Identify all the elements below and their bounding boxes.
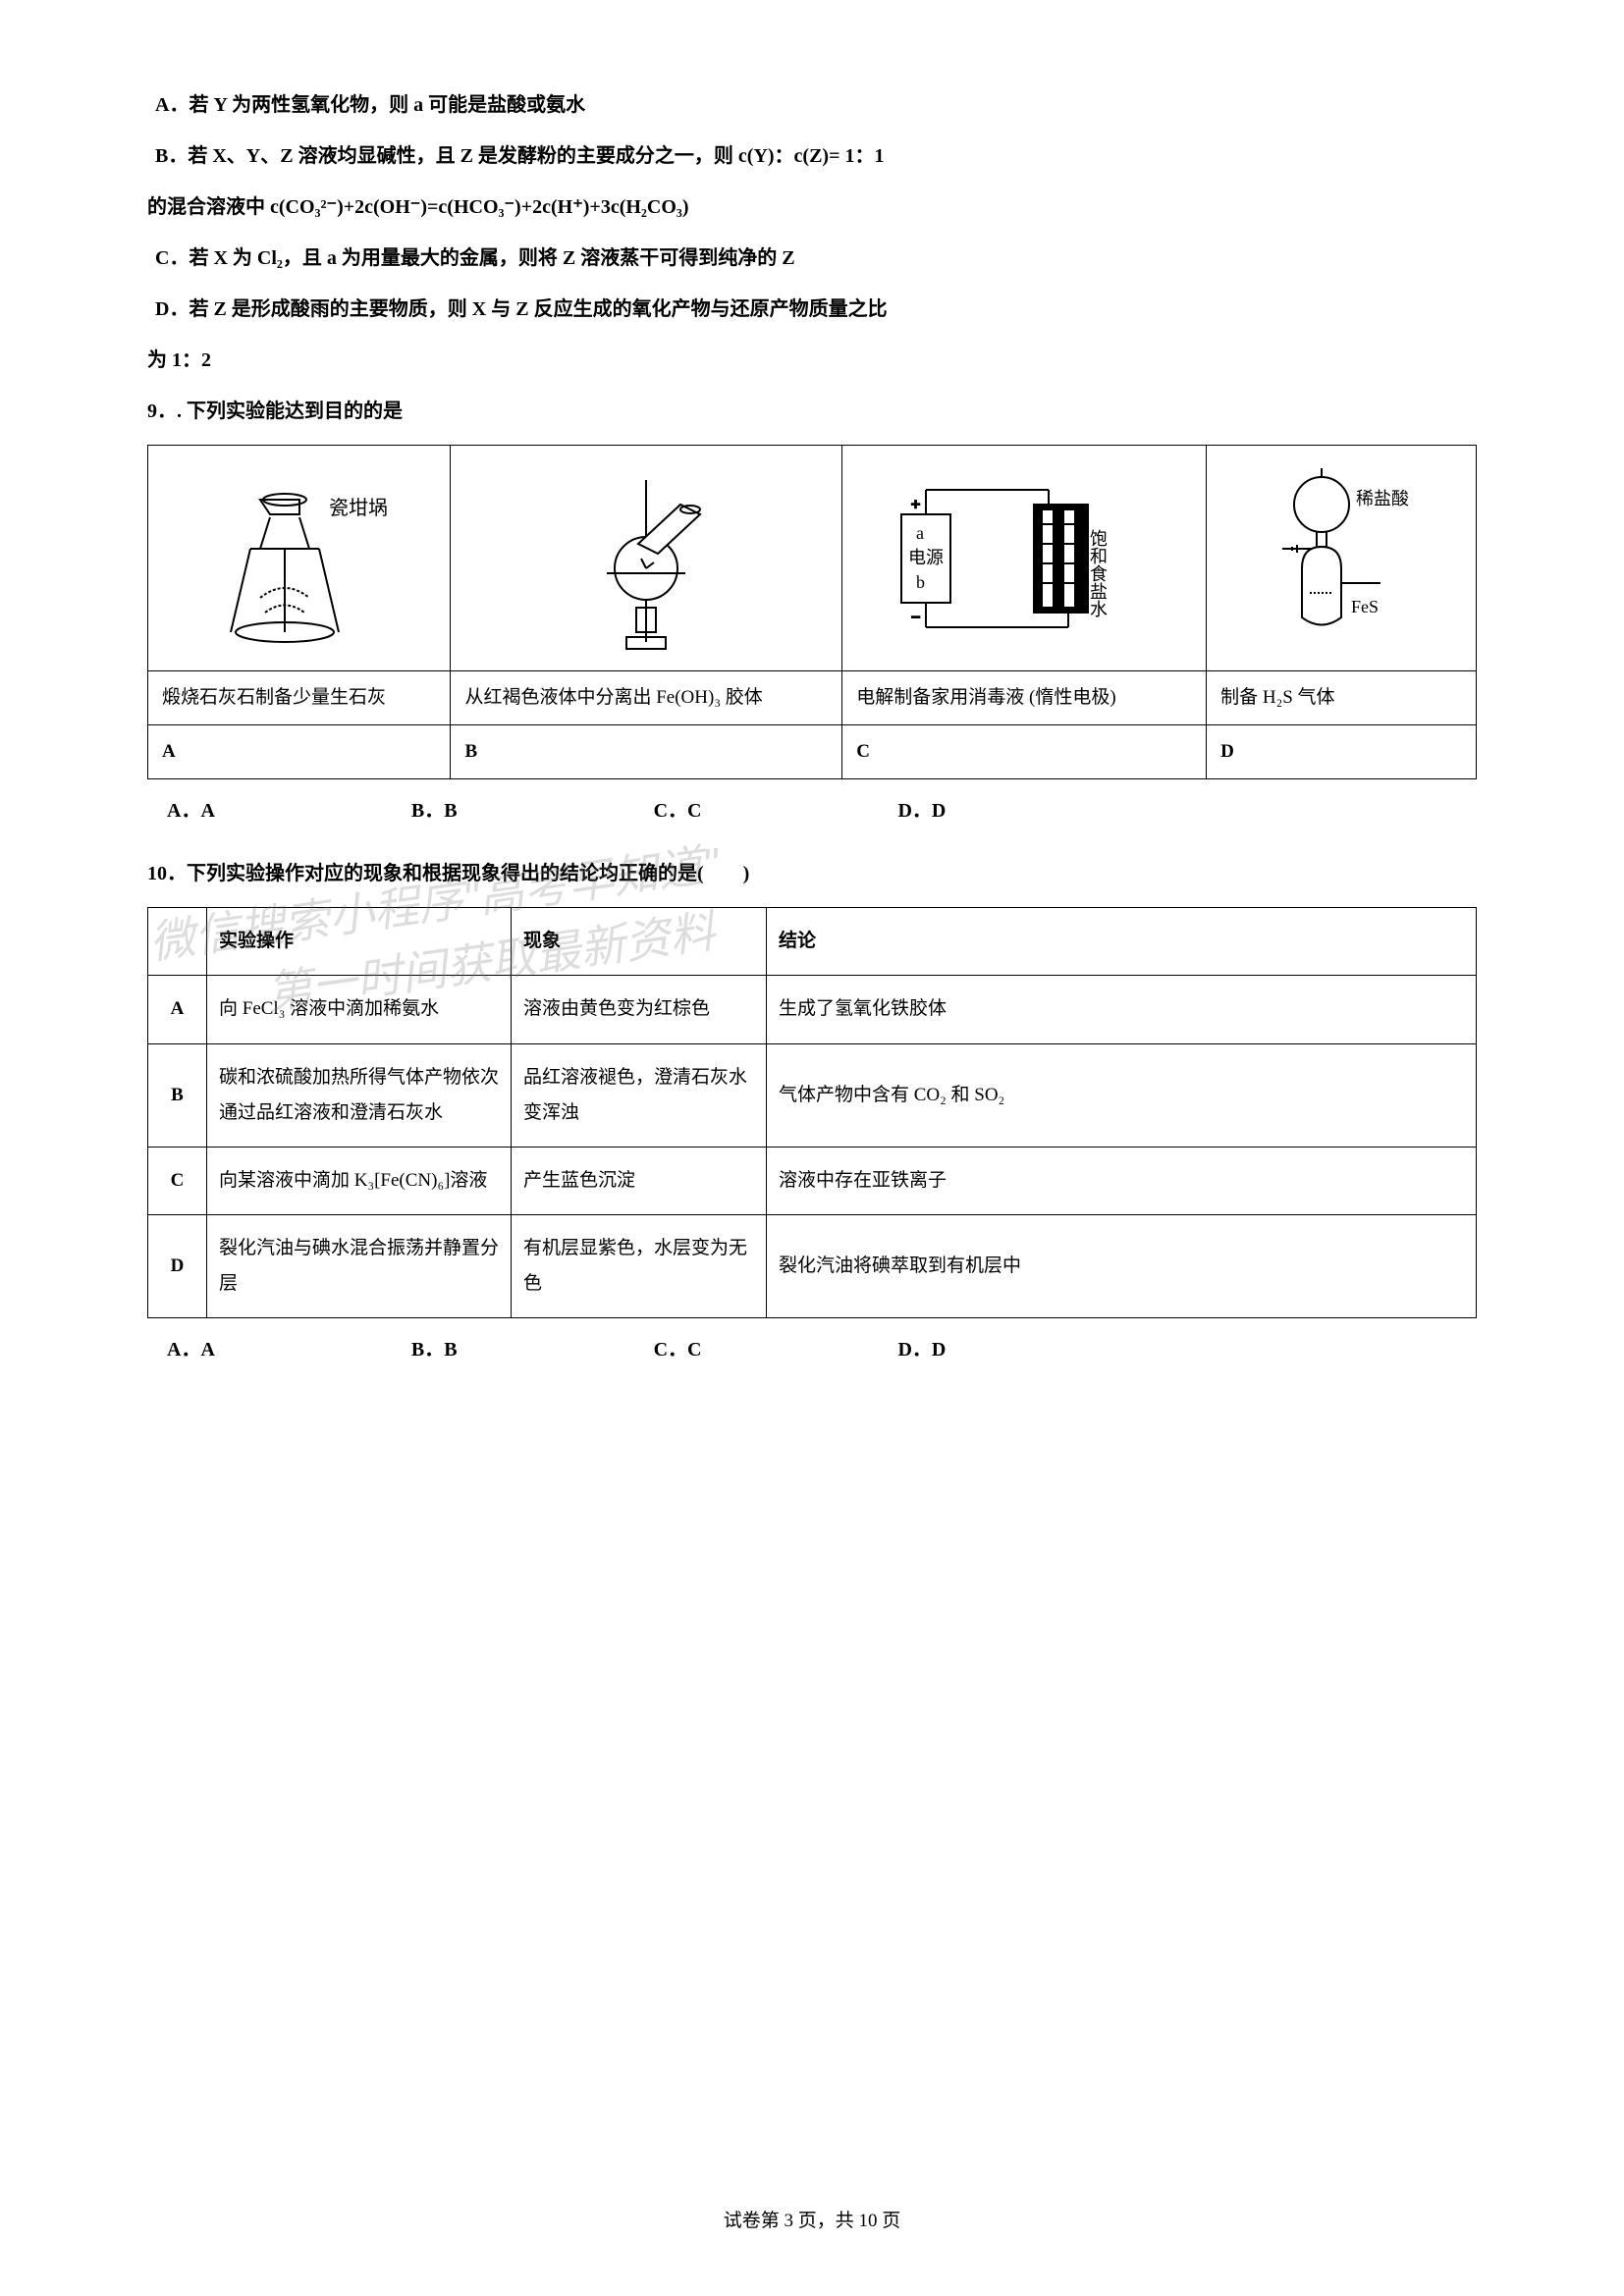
d3-b-label: b [916,572,925,592]
option-d-cont: 为 1：2 [147,339,1477,382]
option-d: D．若 Z 是形成酸雨的主要物质，则 X 与 Z 反应生成的氧化产物与还原产物质… [147,288,1477,331]
option-d-line1: D．若 Z 是形成酸雨的主要物质，则 X 与 Z 反应生成的氧化产物与还原产物质… [155,288,1477,331]
q9-diagram-1: 瓷坩埚 [148,446,451,671]
q10-table: 实验操作 现象 结论 A 向 FeCl₃ 溶液中滴加稀氨水 溶液由黄色变为红棕色… [147,907,1477,1318]
option-a-text: A．若 Y 为两性氢氧化物，则 a 可能是盐酸或氨水 [155,94,585,116]
q9-opt-d: D．D [897,789,946,832]
q9-diagram-3: + − a 电源 b 饱和食盐水 [842,446,1207,671]
svg-text:+: + [911,497,920,513]
q9-opt-b: B．B [411,789,458,832]
d3-a-label: a [916,523,924,543]
d4-fes-label: FeS [1351,597,1379,616]
q10-opt-c: C．C [654,1328,702,1371]
option-b-cont: 的混合溶液中 c(CO₃²⁻)+2c(OH⁻)=c(HCO₃⁻)+2c(H⁺)+… [147,186,1477,229]
option-c: C．若 X 为 Cl₂，且 a 为用量最大的金属，则将 Z 溶液蒸干可得到纯净的… [147,237,1477,280]
q10-a-op: 向 FeCl₃ 溶液中滴加稀氨水 [207,976,512,1043]
q10-b-label: B [148,1043,207,1147]
q10-opt-b: B．B [411,1328,458,1371]
q10-b-ph: 品红溶液褪色，澄清石灰水变浑浊 [512,1043,767,1147]
q10-stem: 10．下列实验操作对应的现象和根据现象得出的结论均正确的是( ) [147,852,1477,895]
q9-diagram-2 [451,446,842,671]
option-d-line2: 为 1：2 [147,339,1477,382]
q9-opt-c: C．C [654,789,702,832]
q10-h-con: 结论 [767,908,1477,976]
q10-h-op: 实验操作 [207,908,512,976]
q10-d-ph: 有机层显紫色，水层变为无色 [512,1214,767,1317]
q9-desc-2: 从红褐色液体中分离出 Fe(OH)₃ 胶体 [451,671,842,725]
q10-blank [148,908,207,976]
q9-options: A．A B．B C．C D．D [147,789,1477,832]
q10-a-label: A [148,976,207,1043]
q9-desc-4: 制备 H₂S 气体 [1207,671,1477,725]
q10-opt-d: D．D [897,1328,946,1371]
q9-label-a: A [148,725,451,779]
q9-label-d: D [1207,725,1477,779]
q10-h-ph: 现象 [512,908,767,976]
q9-diagram-4: 稀盐酸 FeS [1207,446,1477,671]
q10-c-label: C [148,1147,207,1214]
q10-c-con: 溶液中存在亚铁离子 [767,1147,1477,1214]
q10-a-ph: 溶液由黄色变为红棕色 [512,976,767,1043]
q9-opt-a: A．A [167,789,215,832]
q9-desc-1: 煅烧石灰石制备少量生石灰 [148,671,451,725]
q10-opt-a: A．A [167,1328,215,1371]
q10-d-label: D [148,1214,207,1317]
q10-c-op: 向某溶液中滴加 K₃[Fe(CN)₆]溶液 [207,1147,512,1214]
q10-d-op: 裂化汽油与碘水混合振荡并静置分层 [207,1214,512,1317]
option-b-line2: 的混合溶液中 c(CO₃²⁻)+2c(OH⁻)=c(HCO₃⁻)+2c(H⁺)+… [147,186,1477,229]
d3-power-label: 电源 [908,548,944,567]
q10-b-con: 气体产物中含有 CO₂ 和 SO₂ [767,1043,1477,1147]
q10-b-op: 碳和浓硫酸加热所得气体产物依次通过品红溶液和澄清石灰水 [207,1043,512,1147]
q9-stem: 9．. 下列实验能达到目的的是 [147,390,1477,433]
q9-label-b: B [451,725,842,779]
d3-salt-label: 饱和食盐水 [1088,528,1108,616]
option-a: A．若 Y 为两性氢氧化物，则 a 可能是盐酸或氨水 [147,83,1477,127]
svg-text:−: − [911,610,920,626]
q9-label-c: C [842,725,1207,779]
option-c-text: C．若 X 为 Cl₂，且 a 为用量最大的金属，则将 Z 溶液蒸干可得到纯净的… [155,247,795,269]
q9-table: 瓷坩埚 [147,445,1477,779]
q10-a-con: 生成了氢氧化铁胶体 [767,976,1477,1043]
crucible-label: 瓷坩埚 [329,497,388,519]
d4-acid-label: 稀盐酸 [1356,489,1409,508]
q10-d-con: 裂化汽油将碘萃取到有机层中 [767,1214,1477,1317]
option-b-line1: B．若 X、Y、Z 溶液均显碱性，且 Z 是发酵粉的主要成分之一，则 c(Y)：… [155,134,1477,178]
page-footer: 试卷第 3 页，共 10 页 [0,2201,1624,2242]
option-b: B．若 X、Y、Z 溶液均显碱性，且 Z 是发酵粉的主要成分之一，则 c(Y)：… [147,134,1477,178]
q9-desc-3: 电解制备家用消毒液 (惰性电极) [842,671,1207,725]
q10-c-ph: 产生蓝色沉淀 [512,1147,767,1214]
q10-options: A．A B．B C．C D．D [147,1328,1477,1371]
